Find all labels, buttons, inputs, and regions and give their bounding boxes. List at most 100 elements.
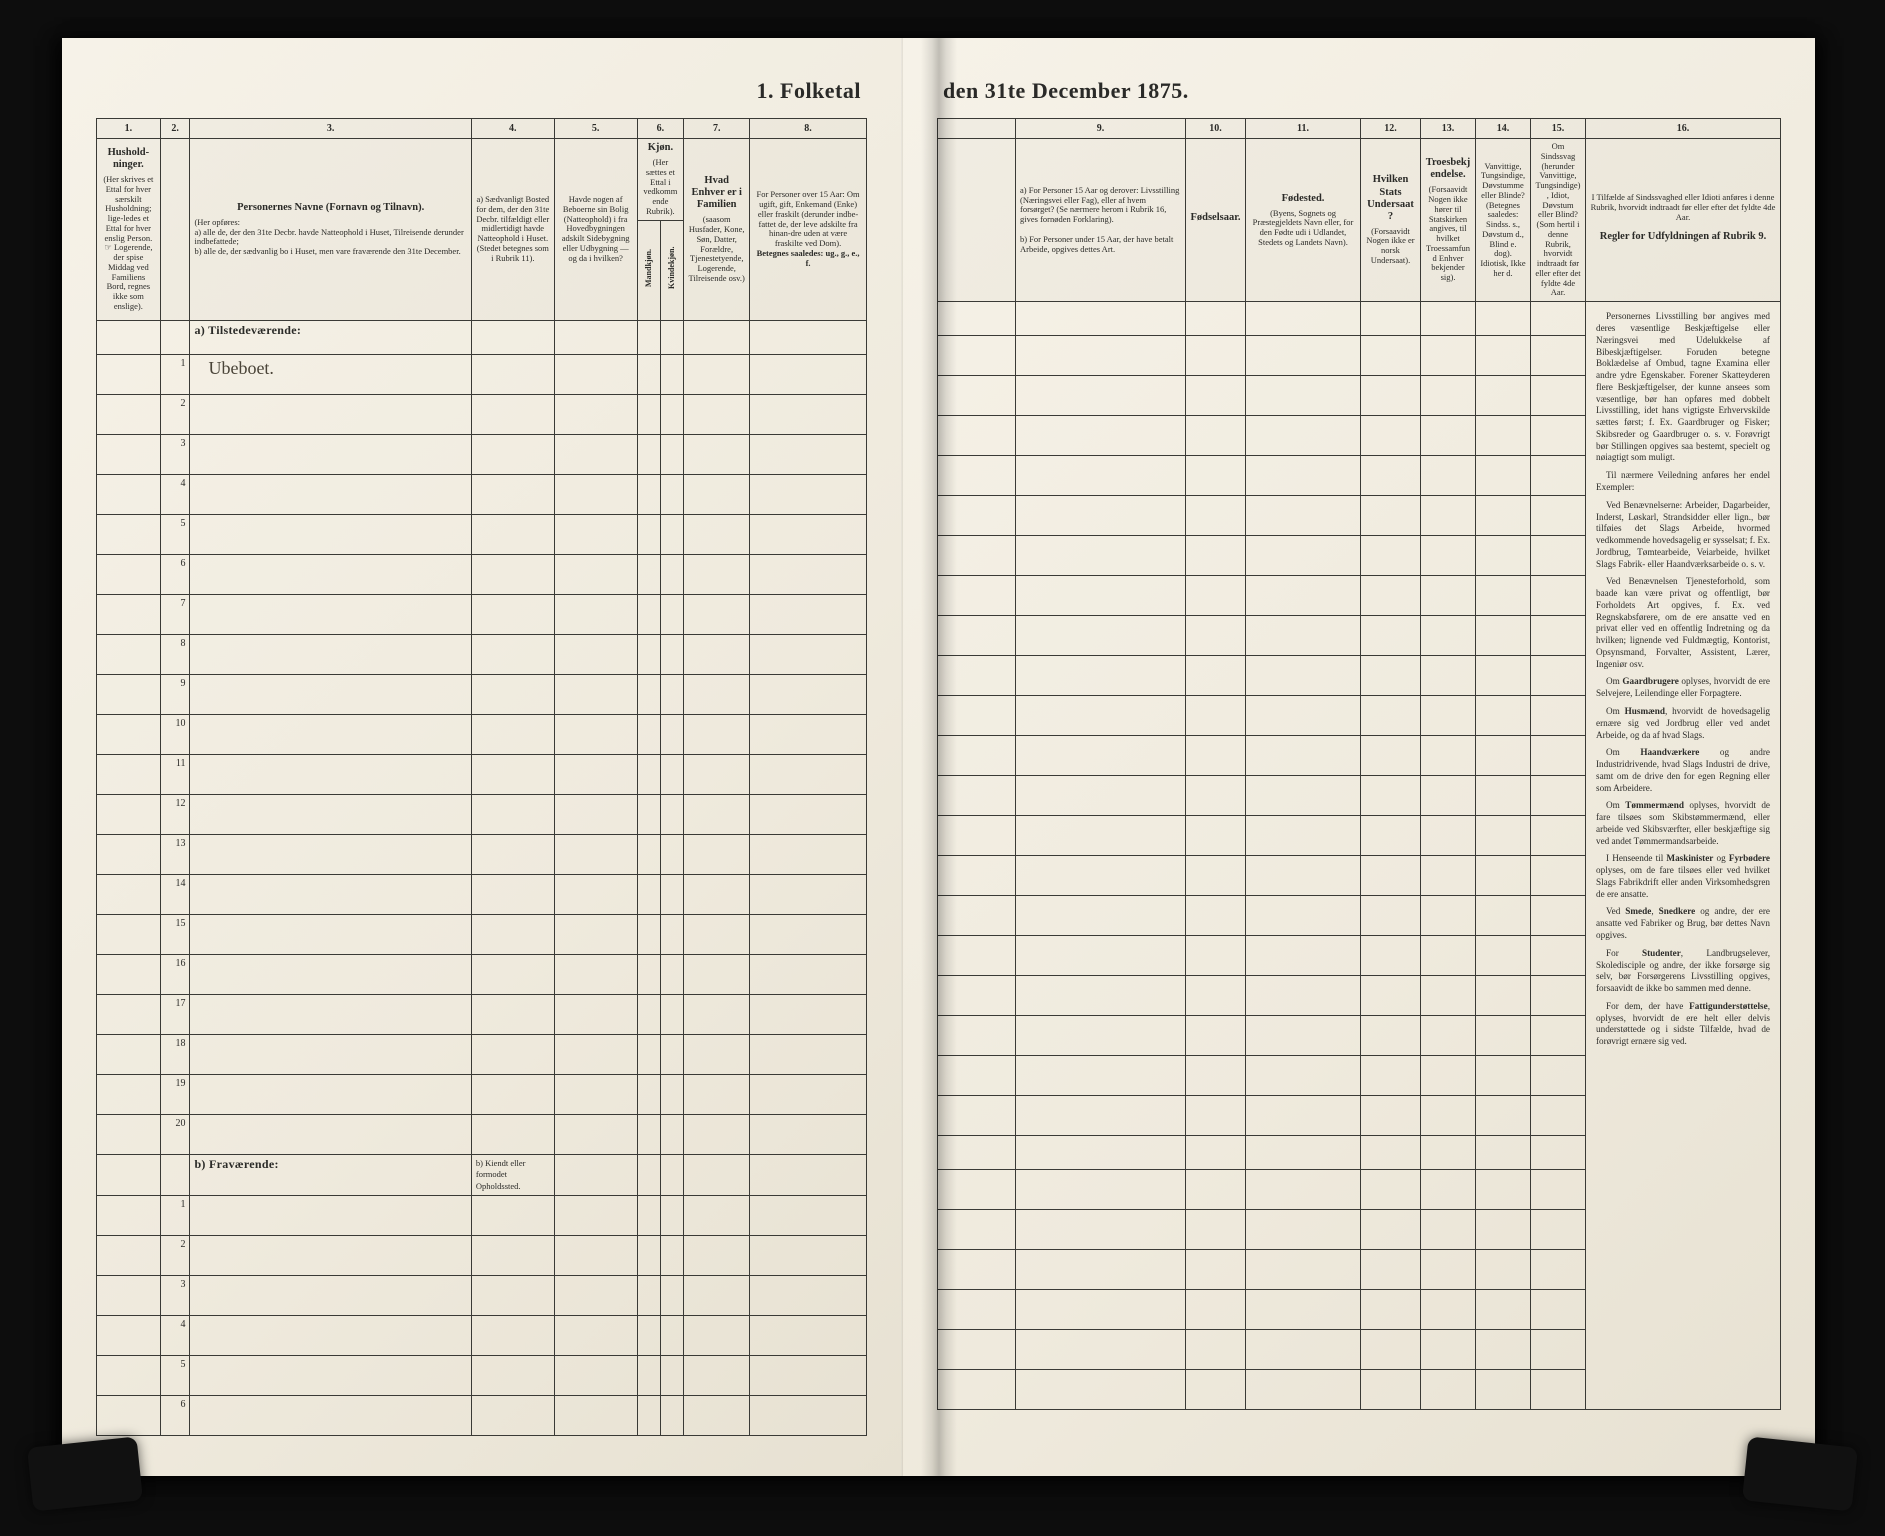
cell: [554, 794, 637, 834]
row-number: 8: [160, 634, 190, 674]
cell: [1361, 536, 1421, 576]
cell: [554, 754, 637, 794]
cell: [1531, 1330, 1586, 1370]
colnum-4: 4.: [471, 119, 554, 139]
hdr-fodested: Fødested. (Byens, Sognets og Præstegjeld…: [1246, 139, 1361, 302]
cell: [1246, 616, 1361, 656]
hdr-col2: [160, 139, 190, 321]
cell: [750, 514, 867, 554]
cell: [554, 394, 637, 434]
row-number: 6: [160, 554, 190, 594]
cell: [684, 1276, 750, 1316]
cell: [684, 474, 750, 514]
hdr-fodselsaar: Fødselsaar.: [1186, 139, 1246, 302]
cell: [190, 1356, 471, 1396]
row-number: 19: [160, 1074, 190, 1114]
cell: [1421, 1136, 1476, 1170]
cell: [938, 1290, 1016, 1330]
cell: [1361, 856, 1421, 896]
colnum-11: 11.: [1246, 119, 1361, 139]
cell: [1186, 976, 1246, 1016]
cell: [1361, 1096, 1421, 1136]
cell: [1531, 656, 1586, 696]
cell: [1421, 496, 1476, 536]
cell: [554, 474, 637, 514]
cell: [684, 354, 750, 394]
cell: [1361, 456, 1421, 496]
cell: [660, 1236, 683, 1276]
cell-hushold: [97, 874, 161, 914]
row-number: 15: [160, 914, 190, 954]
hdr-8b: [938, 139, 1016, 302]
colnum-9: 9.: [1016, 119, 1186, 139]
cell: [637, 674, 660, 714]
cell: [1186, 816, 1246, 856]
cell: [1361, 1370, 1421, 1410]
cell: [684, 1074, 750, 1114]
colnum-13: 13.: [1421, 119, 1476, 139]
cell: [471, 794, 554, 834]
cell: [637, 1196, 660, 1236]
cell: [1361, 656, 1421, 696]
cell-navn: [190, 474, 471, 514]
cell: [750, 354, 867, 394]
cell: [1246, 1096, 1361, 1136]
cell: [1016, 1210, 1186, 1250]
scanner-clip-bottom-left: [27, 1436, 143, 1511]
cell: [471, 354, 554, 394]
cell: [660, 754, 683, 794]
cell: [1186, 576, 1246, 616]
table-row: 16: [97, 954, 867, 994]
hdr-bosted: a) Sædvanligt Bosted for dem, der den 31…: [471, 139, 554, 321]
cell: [684, 434, 750, 474]
cell: [1476, 1290, 1531, 1330]
cell: [1186, 1056, 1246, 1096]
cell: [750, 634, 867, 674]
table-row: 17: [97, 994, 867, 1034]
page-right: den 31te December 1875. 9. 10. 11. 12. 1…: [902, 38, 1815, 1476]
cell: [554, 1114, 637, 1154]
row-number: 5: [160, 1356, 190, 1396]
cell: [750, 714, 867, 754]
cell: [1016, 416, 1186, 456]
table-row: 8: [97, 634, 867, 674]
cell-navn: [190, 634, 471, 674]
cell: [1361, 1210, 1421, 1250]
cell: [554, 1034, 637, 1074]
cell: [684, 1154, 750, 1196]
cell-hushold: [97, 634, 161, 674]
cell: [1016, 1250, 1186, 1290]
cell: [1246, 816, 1361, 856]
cell: [938, 536, 1016, 576]
cell: [1361, 896, 1421, 936]
table-row: 2: [97, 1236, 867, 1276]
cell: [554, 994, 637, 1034]
colnum-12: 12.: [1361, 119, 1421, 139]
cell-navn: [190, 914, 471, 954]
cell: [1016, 456, 1186, 496]
cell: [750, 834, 867, 874]
cell: [1246, 576, 1361, 616]
cell: [637, 1154, 660, 1196]
cell: [1361, 376, 1421, 416]
hdr-vanvittige: Vanvittige, Tungsindige, Døvstumme eller…: [1476, 139, 1531, 302]
colnum-2: 2.: [160, 119, 190, 139]
cell: [637, 714, 660, 754]
row-number: 12: [160, 794, 190, 834]
title-right-text: den 31te December 1875.: [943, 78, 1189, 104]
cell: [1016, 1096, 1186, 1136]
cell: [1476, 1016, 1531, 1056]
cell: [938, 496, 1016, 536]
cell: [554, 354, 637, 394]
cell: [97, 1154, 161, 1196]
table-row: 5: [97, 514, 867, 554]
table-row: 2: [97, 394, 867, 434]
cell: [1531, 616, 1586, 656]
cell: [1186, 336, 1246, 376]
cell: [1531, 1056, 1586, 1096]
cell: [1246, 656, 1361, 696]
cell: [1016, 776, 1186, 816]
cell: [1246, 856, 1361, 896]
cell: [1186, 1210, 1246, 1250]
cell: [471, 754, 554, 794]
